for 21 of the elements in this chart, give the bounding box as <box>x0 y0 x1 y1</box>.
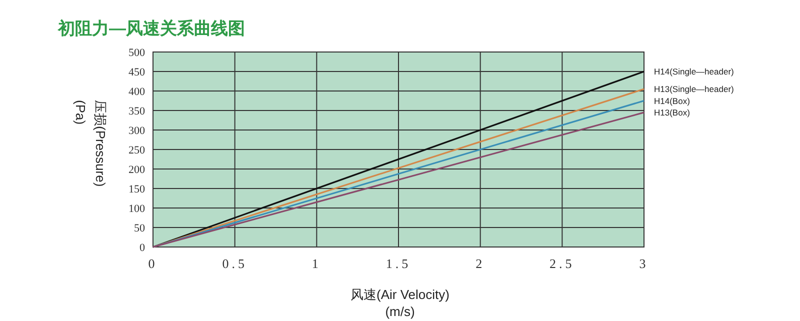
y-tick-label: 450 <box>128 66 146 78</box>
x-tick-label: 1 <box>312 256 322 271</box>
y-tick-label: 50 <box>134 222 146 234</box>
x-tick-label: 0.5 <box>222 256 248 271</box>
y-tick-label: 400 <box>128 86 146 98</box>
x-tick-label: 2 <box>476 256 486 271</box>
chart-title: 初阻力—风速关系曲线图 <box>57 19 245 38</box>
x-tick-label: 3 <box>639 256 649 271</box>
x-tick-label: 0 <box>148 256 158 271</box>
y-tick-label: 500 <box>128 47 146 59</box>
y-tick-label: 200 <box>128 164 146 176</box>
x-tick-label: 1.5 <box>386 256 412 271</box>
y-tick-label: 100 <box>128 203 146 215</box>
x-tick-label: 2.5 <box>550 256 575 271</box>
y-axis-title: 压损(Pressure) (Pa) <box>73 100 108 187</box>
y-tick-label: 250 <box>128 144 146 156</box>
y-tick-label: 0 <box>140 242 146 254</box>
y-tick-label: 350 <box>128 106 146 118</box>
x-axis-title: 风速(Air Velocity) (m/s) <box>350 287 450 319</box>
y-tick-label: 150 <box>128 184 146 196</box>
y-tick-label: 300 <box>128 125 146 137</box>
